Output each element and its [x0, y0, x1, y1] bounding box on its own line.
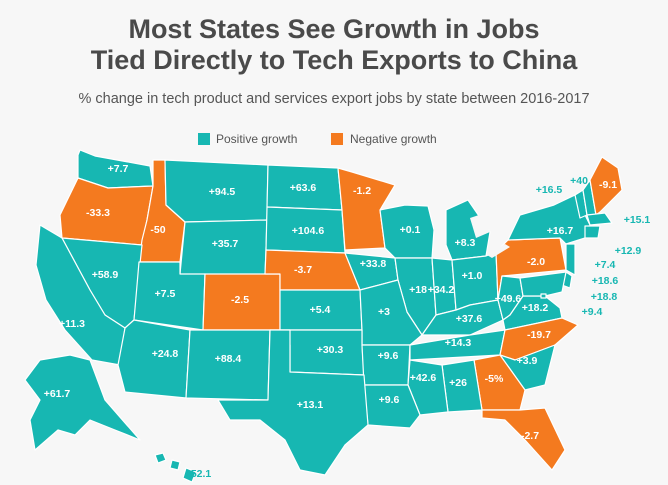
state-label-mn: -1.2	[353, 185, 371, 197]
state-label-nm: +88.4	[215, 353, 242, 365]
state-label-ut: +7.5	[155, 288, 176, 300]
state-label-ky: +37.6	[456, 313, 483, 325]
state-label-vt: +16.5	[536, 184, 563, 196]
state-label-or: -33.3	[86, 207, 110, 219]
state-label-ar: +9.6	[378, 350, 399, 362]
legend-negative-swatch	[331, 133, 343, 145]
state-label-nv: +58.9	[92, 269, 119, 281]
state-label-pa: -2.0	[527, 256, 545, 268]
state-label-de: +18.6	[592, 275, 619, 287]
state-label-wv: +49.6	[495, 293, 522, 305]
state-label-ok: +30.3	[317, 344, 344, 356]
state-label-in: +34.2	[428, 284, 455, 296]
state-label-az: +24.8	[152, 348, 179, 360]
state-label-wi: +0.1	[400, 224, 421, 236]
state-label-ms: +42.6	[410, 372, 437, 384]
state-label-wa: +7.7	[108, 163, 129, 175]
state-label-sc: +3.9	[517, 355, 538, 367]
title-line-1: Most States See Growth in Jobs	[128, 14, 540, 44]
state-label-id: -50	[150, 224, 165, 236]
state-label-ma: +15.1	[624, 214, 651, 226]
state-label-tn: +14.3	[445, 337, 472, 349]
state-ms	[407, 359, 449, 416]
state-fl	[481, 407, 566, 471]
state-ma	[586, 212, 613, 226]
lake-michigan	[434, 203, 446, 250]
state-label-tx: +13.1	[297, 399, 324, 411]
state-wi	[379, 204, 435, 259]
state-label-ia: +33.8	[360, 258, 387, 270]
state-tx	[217, 329, 369, 476]
state-label-nd: +63.6	[290, 182, 317, 194]
state-label-nc: -19.7	[527, 329, 551, 341]
legend-positive-swatch	[198, 133, 210, 145]
state-label-hi: +52.1	[185, 468, 212, 480]
legend-positive-label: Positive growth	[216, 132, 298, 146]
state-label-mt: +94.5	[209, 186, 236, 198]
state-label-va: +18.2	[522, 302, 549, 314]
state-hi	[154, 452, 197, 483]
state-dc	[540, 293, 547, 299]
state-label-ak: +61.7	[44, 388, 71, 400]
state-label-nh: +40	[570, 175, 588, 187]
state-label-sd: +104.6	[292, 225, 325, 237]
state-label-ga: -5%	[485, 373, 504, 385]
state-label-ks: +5.4	[310, 304, 331, 316]
state-ak	[24, 354, 141, 451]
state-label-ca: +11.3	[59, 318, 85, 330]
state-label-md: +18.8	[591, 291, 618, 303]
state-label-il: +18	[409, 284, 427, 296]
lake-huron	[470, 214, 490, 238]
state-ky	[421, 299, 504, 336]
lake-superior	[405, 186, 452, 205]
state-label-wy: +35.7	[212, 238, 239, 250]
state-label-co: -2.5	[231, 294, 249, 306]
subtitle: % change in tech product and services ex…	[78, 91, 590, 107]
title-line-2: Tied Directly to Tech Exports to China	[90, 45, 578, 75]
state-label-oh: +1.0	[462, 270, 483, 282]
legend-negative-label: Negative growth	[350, 132, 437, 146]
state-label-ny: +16.7	[547, 225, 574, 237]
state-label-la: +9.6	[379, 394, 400, 406]
state-label-dc: +9.4	[582, 306, 603, 318]
state-label-fl: -2.7	[521, 430, 539, 442]
state-ct	[584, 225, 601, 239]
state-label-ct: +12.9	[615, 245, 642, 257]
state-label-mi: +8.3	[455, 237, 476, 249]
state-md	[519, 271, 567, 297]
state-nj	[565, 243, 576, 276]
state-nm	[185, 329, 271, 401]
state-label-ne: -3.7	[294, 264, 312, 276]
state-label-nj: +7.4	[595, 259, 616, 271]
state-label-me: -9.1	[599, 179, 617, 191]
state-label-al: +26	[449, 377, 467, 389]
state-label-mo: +3	[378, 306, 390, 318]
lake-erie	[487, 244, 510, 258]
